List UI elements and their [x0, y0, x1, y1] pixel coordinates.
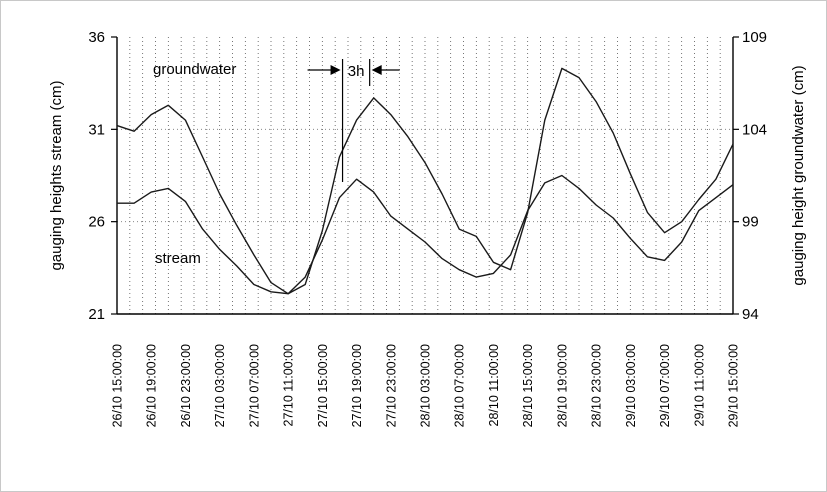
x-tick-label: 26/10 15:00:00: [111, 344, 125, 427]
arrowhead-right: [330, 65, 341, 75]
x-tick-label: 26/10 23:00:00: [179, 344, 193, 427]
x-tick-label: 29/10 15:00:00: [727, 344, 741, 427]
y-tick-label-left: 26: [88, 214, 105, 231]
x-tick-label: 28/10 15:00:00: [521, 344, 535, 427]
x-tick-label: 29/10 11:00:00: [692, 344, 706, 427]
x-tick-label: 27/10 23:00:00: [384, 344, 398, 427]
series-lines: [116, 67, 734, 295]
axes: [111, 36, 739, 315]
y-tick-label-right: 109: [742, 29, 767, 46]
grid-lines: [117, 37, 733, 314]
arrowhead-left: [371, 65, 382, 75]
y-axis-label-left: gauging heights stream (cm): [48, 80, 65, 270]
tick-labels: 21 26 31 36 94 99 104 109 26/10 15:00:00 26/10 19…: [88, 29, 767, 427]
series-label-groundwater: groundwater: [153, 61, 236, 78]
x-tick-label: 27/10 07:00:00: [247, 344, 261, 427]
series-line-stream: [117, 174, 734, 295]
x-tick-label: 27/10 03:00:00: [213, 344, 227, 427]
y-tick-label-right: 99: [742, 214, 759, 231]
x-tick-label: 28/10 11:00:00: [487, 344, 501, 427]
x-tick-label: 28/10 19:00:00: [555, 344, 569, 427]
x-tick-label: 28/10 03:00:00: [419, 344, 433, 427]
y-tick-label-left: 21: [88, 306, 105, 323]
annotation-3h: 3h: [307, 59, 400, 182]
y-tick-label-right: 104: [742, 121, 767, 138]
y-tick-label-left: 31: [88, 121, 105, 138]
x-tick-label: 26/10 19:00:00: [145, 344, 159, 427]
x-tick-label: 29/10 03:00:00: [624, 344, 638, 427]
x-tick-label: 29/10 07:00:00: [658, 344, 672, 427]
series-line-groundwater: [116, 67, 734, 295]
x-tick-label: 27/10 15:00:00: [316, 344, 330, 427]
annotation-label: 3h: [348, 63, 365, 80]
y-tick-label-right: 94: [742, 306, 759, 323]
x-tick-label: 28/10 23:00:00: [590, 344, 604, 427]
series-label-stream: stream: [155, 250, 201, 267]
x-tick-label: 28/10 07:00:00: [453, 344, 467, 427]
x-tick-label: 27/10 19:00:00: [350, 344, 364, 427]
y-axis-label-right: gauging height groundwater (cm): [790, 65, 807, 285]
y-tick-label-left: 36: [88, 29, 105, 46]
x-tick-label: 27/10 11:00:00: [282, 344, 296, 427]
